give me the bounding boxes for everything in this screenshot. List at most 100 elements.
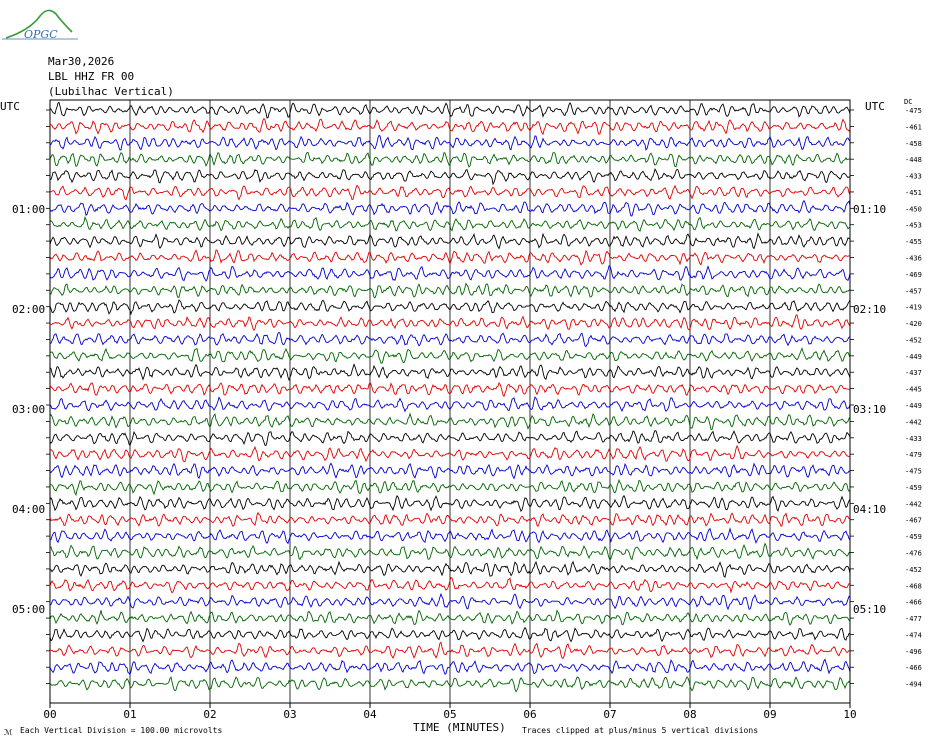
right-hour-label: 05:10	[853, 603, 887, 616]
dc-offset-label: -475	[905, 468, 922, 476]
seismic-trace	[49, 199, 851, 217]
dc-offset-label: -419	[905, 304, 922, 312]
dc-offset-label: -433	[905, 435, 922, 443]
seismic-trace	[49, 560, 851, 578]
dc-offset-label: -450	[905, 205, 922, 213]
dc-offset-label: -479	[905, 451, 922, 459]
header-date: Mar30,2026	[48, 55, 115, 68]
header-station: LBL HHZ FR 00	[48, 70, 135, 83]
seismic-trace	[49, 381, 851, 398]
logo-text: OPGC	[24, 28, 58, 41]
logo-mountain-icon	[5, 9, 73, 39]
seismic-trace	[49, 232, 851, 250]
seismic-trace	[49, 609, 851, 626]
dc-offset-label: -457	[905, 287, 922, 295]
left-hour-label: 05:00	[12, 603, 46, 616]
seismic-trace	[49, 331, 851, 348]
dc-offset-label: -469	[905, 271, 922, 279]
seismic-trace	[49, 184, 851, 201]
dc-offset-label: -420	[905, 320, 922, 328]
seismic-trace	[49, 265, 851, 282]
footer-scale-note: Each Vertical Division = 100.00 microvol…	[20, 726, 223, 735]
x-tick-label: 08	[683, 708, 696, 721]
dc-offset-label: -452	[905, 336, 922, 344]
seismic-trace	[49, 641, 851, 660]
x-tick-label: 03	[283, 708, 296, 721]
seismic-trace	[49, 282, 851, 299]
left-hour-label: 02:00	[12, 303, 46, 316]
dc-offset-label: -448	[905, 156, 922, 164]
seismic-trace	[49, 167, 851, 186]
seismic-trace	[49, 526, 851, 545]
seismic-trace	[49, 676, 851, 693]
seismic-trace	[49, 444, 851, 463]
right-hour-label: 04:10	[853, 503, 887, 516]
seismic-trace	[49, 511, 851, 528]
left-hour-label: 01:00	[12, 203, 46, 216]
dc-offset-label: -466	[905, 664, 922, 672]
seismic-trace	[49, 429, 851, 447]
right-hour-label: 02:10	[853, 303, 887, 316]
dc-offset-label: -496	[905, 648, 922, 656]
dc-offset-label: -453	[905, 222, 922, 230]
seismic-trace	[49, 462, 851, 480]
dc-offset-label: -459	[905, 484, 922, 492]
dc-offset-label: -466	[905, 599, 922, 607]
seismic-trace	[49, 346, 851, 364]
seismic-trace	[49, 314, 851, 331]
seismic-trace	[49, 117, 851, 136]
seismic-trace	[49, 151, 851, 168]
left-hour-label: 03:00	[12, 403, 46, 416]
dc-offset-label: -476	[905, 550, 922, 558]
seismic-trace	[49, 396, 851, 413]
seismic-trace	[49, 101, 851, 119]
seismic-trace	[49, 577, 851, 594]
x-axis-title: TIME (MINUTES)	[413, 721, 506, 734]
opgc-logo	[2, 9, 78, 40]
dc-offset-label: -477	[905, 615, 922, 623]
right-utc-label: UTC	[865, 100, 885, 113]
dc-offset-label: -437	[905, 369, 922, 377]
left-utc-label: UTC	[0, 100, 20, 113]
dc-offset-label: -449	[905, 353, 922, 361]
dc-offset-label: -475	[905, 107, 922, 115]
dc-offset-label: -433	[905, 173, 922, 181]
dc-offset-label: -468	[905, 582, 922, 590]
x-tick-label: 01	[123, 708, 136, 721]
x-tick-label: 02	[203, 708, 216, 721]
dc-offset-label: -442	[905, 418, 922, 426]
x-tick-label: 04	[363, 708, 377, 721]
seismic-trace	[49, 542, 851, 562]
seismic-trace	[49, 626, 851, 643]
x-tick-label: 06	[523, 708, 536, 721]
seismic-trace	[49, 658, 851, 676]
dc-offset-label: -474	[905, 631, 922, 639]
seismic-trace	[49, 249, 851, 266]
right-hour-label: 03:10	[853, 403, 887, 416]
dc-offset-label: -455	[905, 238, 922, 246]
seismic-trace	[49, 134, 851, 151]
seismic-trace	[49, 494, 851, 513]
x-tick-label: 07	[603, 708, 616, 721]
x-tick-label: 05	[443, 708, 456, 721]
x-tick-label: 00	[43, 708, 56, 721]
dc-offset-label: -494	[905, 681, 922, 689]
seismic-trace	[49, 478, 851, 496]
dc-offset-label: -445	[905, 386, 922, 394]
dc-offset-label: -467	[905, 517, 922, 525]
dc-offset-label: -461	[905, 123, 922, 131]
x-tick-label: 09	[763, 708, 776, 721]
right-hour-label: 01:10	[853, 203, 887, 216]
seismic-trace	[49, 215, 851, 232]
seismic-trace	[49, 592, 851, 611]
dc-offset-label: -452	[905, 566, 922, 574]
right-dc-label: DC	[904, 98, 913, 106]
header-location: (Lubilhac Vertical)	[48, 85, 174, 98]
dc-offset-label: -442	[905, 500, 922, 508]
x-tick-label: 10	[843, 708, 856, 721]
dc-offset-label: -449	[905, 402, 922, 410]
dc-offset-label: -436	[905, 255, 922, 263]
dc-offset-label: -458	[905, 140, 922, 148]
seismic-trace	[49, 363, 851, 382]
